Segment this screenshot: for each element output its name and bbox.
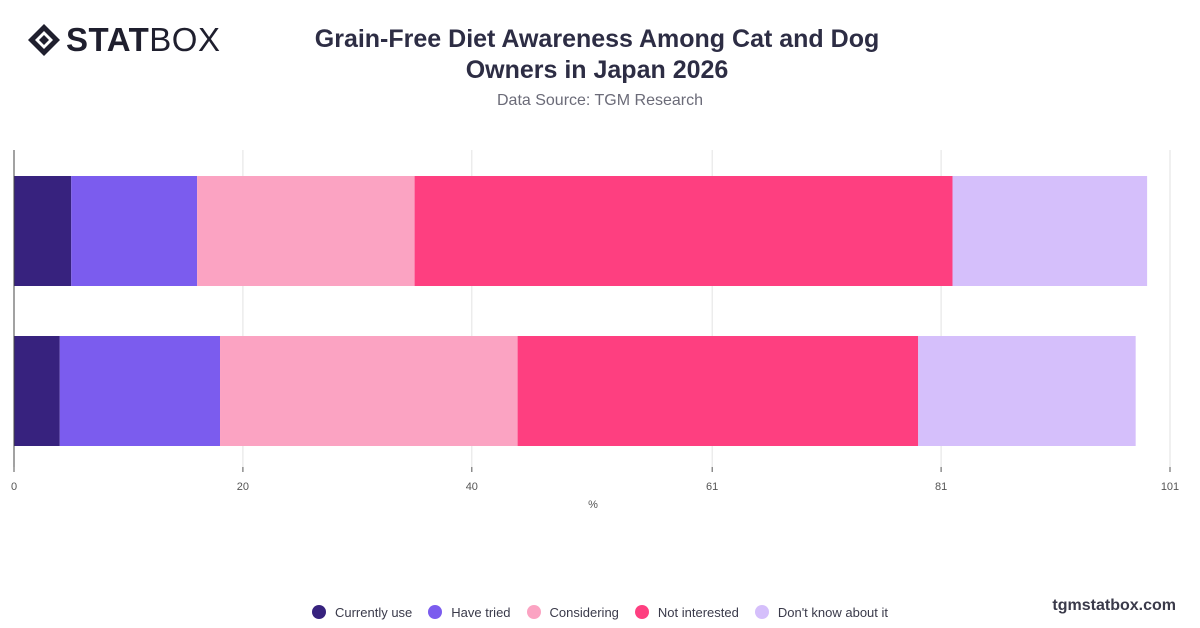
- bar-segment[interactable]: [59, 336, 221, 446]
- x-tick-label: 20: [237, 481, 249, 493]
- logo-light-text: BOX: [149, 21, 221, 58]
- statbox-logo: STATBOX: [26, 22, 220, 58]
- legend-item[interactable]: Have tried: [428, 604, 511, 620]
- legend-label: Currently use: [334, 604, 413, 620]
- bar-segment[interactable]: [220, 336, 518, 446]
- bar-segment[interactable]: [197, 176, 415, 286]
- x-tick-label: 61: [706, 481, 718, 493]
- bar-segment[interactable]: [952, 176, 1148, 286]
- diamond-logo-icon: [28, 24, 60, 56]
- legend-swatch: [311, 605, 326, 619]
- bar-segment[interactable]: [517, 336, 919, 446]
- legend-label: Considering: [549, 604, 619, 620]
- chart-subtitle: Data Source: TGM Research: [496, 92, 703, 109]
- x-tick-label: 0: [11, 481, 17, 493]
- chart-legend: Currently use Have tried Considering Not in…: [0, 602, 1200, 622]
- logo-wordmark: STATBOX: [66, 22, 220, 58]
- bar-segments: [14, 176, 1148, 446]
- x-axis: 0 20 40 61 81 101: [11, 150, 1179, 493]
- legend-label: Not interested: [657, 604, 739, 620]
- legend-item[interactable]: Don't know about it: [754, 604, 889, 620]
- chart-title: Grain-Free Diet Awareness Among Cat and …: [314, 25, 880, 84]
- logo-bold-text: STAT: [66, 21, 150, 58]
- bar-segment[interactable]: [414, 176, 953, 286]
- legend-label: Have tried: [451, 604, 511, 620]
- footer-website: tgmstatbox.com: [1052, 597, 1176, 614]
- legend-item[interactable]: Currently use: [311, 604, 413, 620]
- legend-label: Don't know about it: [777, 604, 889, 620]
- legend-swatch: [634, 605, 649, 619]
- legend-swatch: [754, 605, 769, 619]
- x-axis-label: %: [588, 499, 598, 511]
- bar-segment[interactable]: [71, 176, 198, 286]
- legend-item[interactable]: Considering: [526, 604, 619, 620]
- x-tick-label: 81: [935, 481, 947, 493]
- legend-swatch: [526, 605, 541, 619]
- legend-swatch: [428, 605, 443, 619]
- bar-segment[interactable]: [14, 336, 60, 446]
- bar-segment[interactable]: [14, 176, 72, 286]
- x-tick-label: 101: [1161, 481, 1179, 493]
- legend-item[interactable]: Not interested: [634, 604, 739, 620]
- bar-segment[interactable]: [918, 336, 1136, 446]
- x-tick-label: 40: [466, 481, 478, 493]
